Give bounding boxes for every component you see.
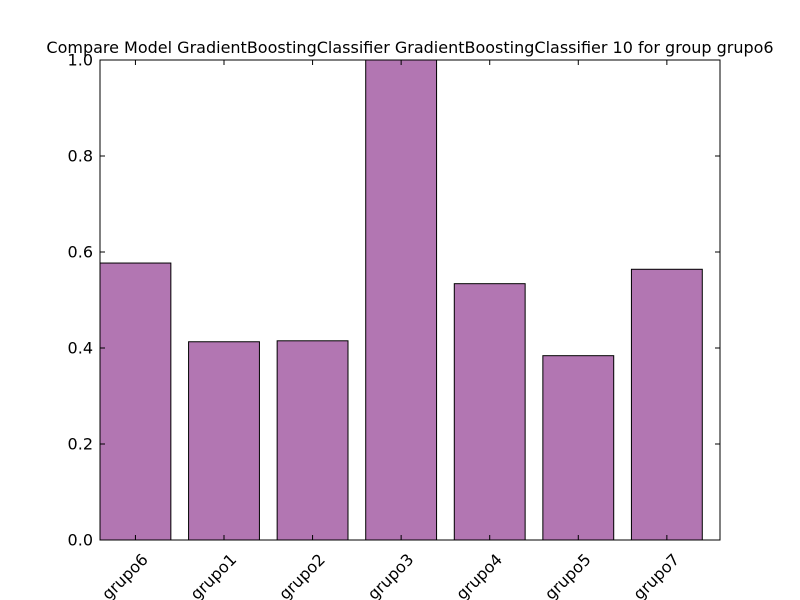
- y-tick-label: 0.4: [68, 339, 93, 358]
- bars-group: [99, 59, 703, 541]
- x-tick-label: grupo5: [541, 550, 595, 600]
- bar-grupo7: [630, 268, 703, 541]
- bar-grupo1: [188, 341, 260, 541]
- y-tick-label: 1.0: [68, 51, 93, 70]
- x-tick-label: grupo7: [629, 550, 683, 600]
- y-tick-label: 0.6: [68, 243, 93, 262]
- x-tick-label: grupo4: [452, 550, 506, 600]
- x-tick-label: grupo2: [275, 550, 329, 600]
- bar-grupo6: [99, 262, 172, 541]
- y-tick-label: 0.2: [68, 435, 93, 454]
- x-tick-label: grupo3: [364, 550, 418, 600]
- bar-grupo3: [365, 59, 438, 541]
- y-axis: 0.0 0.2 0.4 0.6 0.8 1.0: [68, 51, 720, 550]
- bar-grupo2: [276, 340, 349, 541]
- bar-grupo5: [542, 355, 615, 541]
- y-tick-label: 0.0: [68, 531, 93, 550]
- bar-grupo4: [453, 283, 526, 541]
- plot-frame: [99, 59, 721, 541]
- x-tick-label: grupo1: [187, 550, 241, 600]
- y-tick-label: 0.8: [68, 147, 93, 166]
- x-tick-label: grupo6: [98, 550, 152, 600]
- chart-title: Compare Model GradientBoostingClassifier…: [46, 38, 773, 57]
